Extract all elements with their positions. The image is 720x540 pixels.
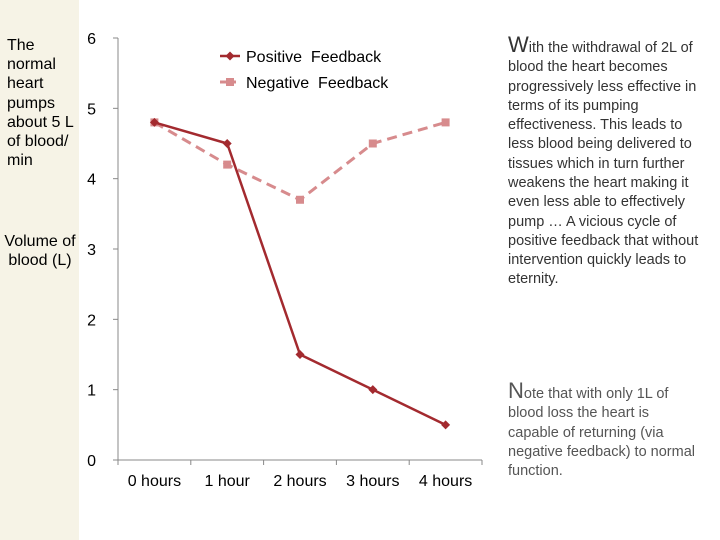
y-tick-label: 6 — [87, 31, 96, 48]
note1-text: ith the withdrawal of 2L of blood the he… — [508, 40, 699, 288]
data-point-marker — [223, 160, 232, 169]
y-axis-label: Volume of blood (L) — [4, 233, 76, 270]
data-point-marker — [441, 118, 450, 127]
left-band — [0, 0, 79, 540]
series-negative-feedback — [150, 118, 450, 204]
y-tick-label: 1 — [87, 383, 96, 400]
data-point-marker — [296, 195, 304, 204]
line-chart: 0 1 2 3 4 5 6 0 hours 1 hour 2 hours 3 hours 4 hour… — [87, 31, 483, 490]
chart-legend: Positive Feedback Negative Feedback — [220, 49, 389, 92]
x-tick-label: 2 hours — [273, 473, 326, 490]
note1-initial: W — [508, 32, 529, 57]
y-tick-label: 0 — [87, 453, 96, 470]
series-line — [154, 121, 447, 426]
y-tick-label: 5 — [87, 101, 96, 118]
data-point-marker — [225, 51, 235, 61]
x-tick-label: 3 hours — [346, 473, 399, 490]
legend-label: Positive Feedback — [246, 49, 382, 66]
data-point-marker — [441, 420, 451, 430]
series-positive-feedback — [149, 117, 451, 430]
data-point-marker — [149, 117, 159, 127]
legend-label: Negative Feedback — [246, 75, 389, 92]
data-point-marker — [226, 78, 234, 86]
note-positive-feedback: With the withdrawal of 2L of blood the h… — [508, 34, 702, 290]
y-tick-label: 3 — [87, 242, 96, 259]
x-tick-label: 4 hours — [419, 473, 472, 490]
x-tick-label: 0 hours — [128, 473, 181, 490]
data-point-marker — [295, 350, 305, 359]
y-tick-label: 4 — [87, 172, 96, 189]
data-point-marker — [368, 385, 378, 395]
sidebar-caption: The normal heart pumps about 5 L of bloo… — [7, 37, 74, 170]
note2-initial: N — [508, 378, 524, 403]
chart-series — [149, 117, 451, 430]
note2-text: ote that with only 1L of blood loss the … — [508, 386, 695, 480]
note-negative-feedback: Note that with only 1L of blood loss the… — [508, 380, 702, 481]
y-tick-label: 2 — [87, 312, 96, 329]
data-point-marker — [222, 139, 232, 148]
data-point-marker — [368, 139, 377, 148]
x-tick-label: 1 hour — [205, 473, 251, 490]
chart-axes: 0 1 2 3 4 5 6 0 hours 1 hour 2 hours 3 hours 4 hour… — [87, 31, 483, 490]
